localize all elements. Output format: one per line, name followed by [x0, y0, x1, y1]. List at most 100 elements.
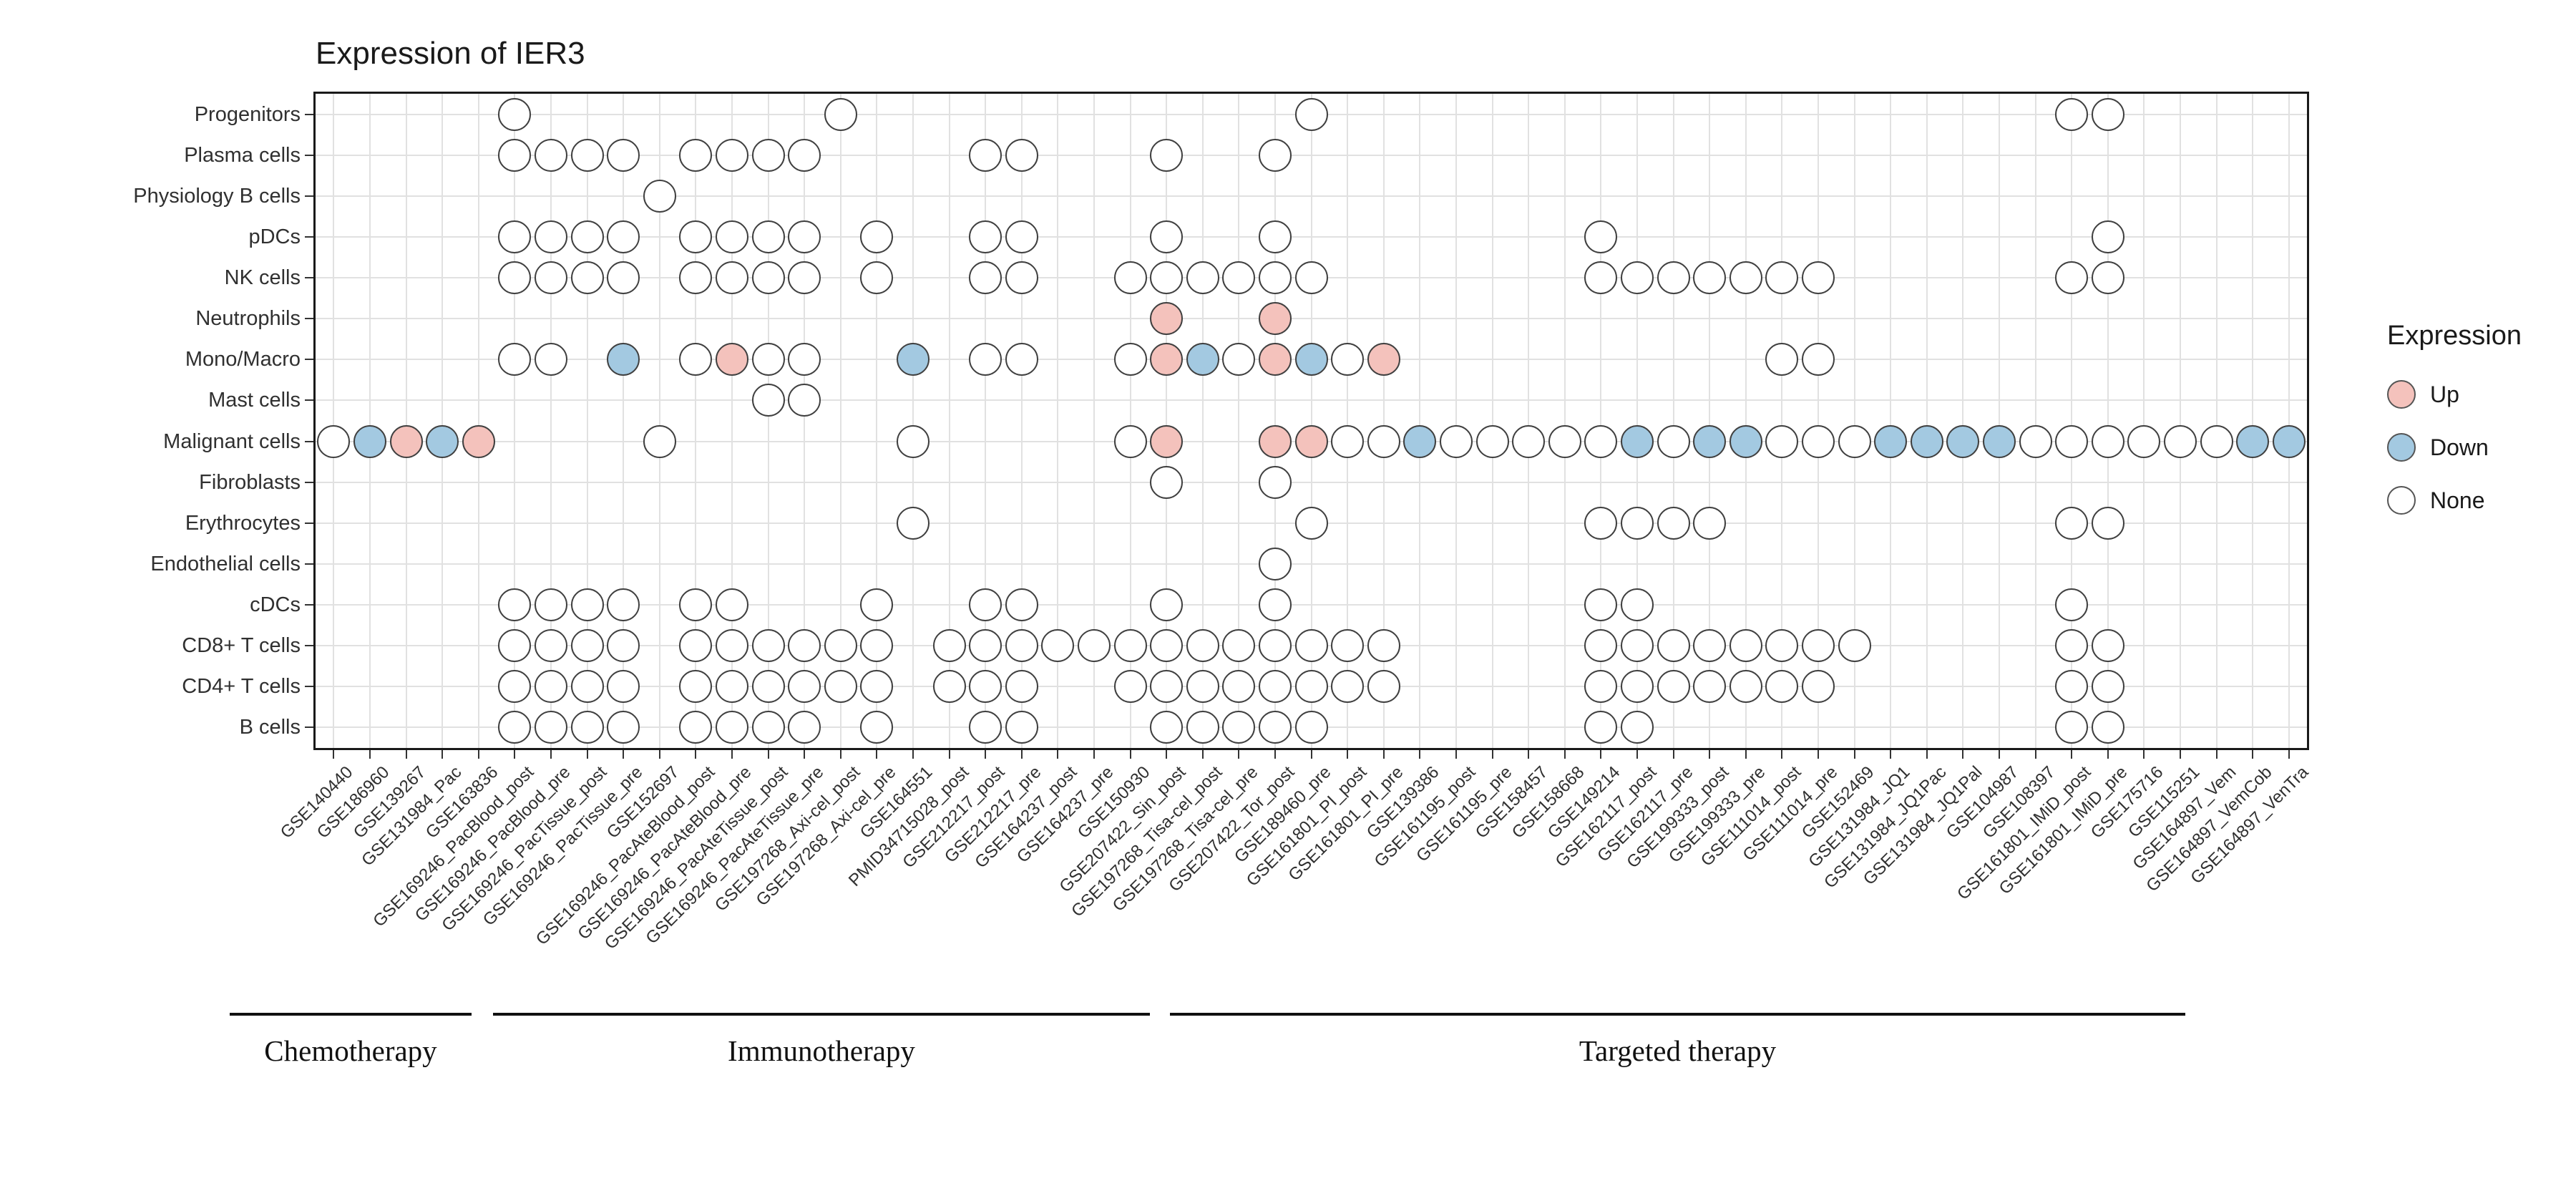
expression-dot: [751, 670, 785, 704]
expression-dot: [788, 629, 821, 663]
legend-item-down: Down: [2387, 433, 2522, 462]
grid-line-vertical: [1419, 94, 1421, 748]
grid-line-vertical: [1853, 94, 1855, 748]
x-axis-tick: [876, 750, 878, 759]
y-axis-tick: [305, 440, 313, 442]
expression-dot: [1838, 629, 1871, 663]
expression-dot: [1946, 424, 1980, 458]
grid-line-vertical: [1274, 94, 1276, 748]
x-axis-tick: [441, 750, 444, 759]
expression-dot: [1113, 424, 1147, 458]
expression-dot: [1258, 424, 1292, 458]
expression-dot: [751, 220, 785, 253]
grid-line-vertical: [839, 94, 841, 748]
expression-dot: [534, 670, 567, 704]
expression-dot: [1657, 629, 1690, 663]
expression-dot: [1584, 424, 1618, 458]
expression-dot: [788, 384, 821, 417]
x-axis-tick: [1745, 750, 1747, 759]
x-axis-tick: [1600, 750, 1602, 759]
expression-dot: [1294, 711, 1328, 744]
x-axis-tick: [405, 750, 407, 759]
expression-dot: [788, 711, 821, 744]
expression-dot: [1584, 506, 1618, 540]
grid-line-vertical: [1745, 94, 1747, 748]
expression-dot: [1874, 424, 1908, 458]
expression-dot: [607, 220, 640, 253]
grid-line-vertical: [1382, 94, 1385, 748]
grid-line-vertical: [623, 94, 625, 748]
expression-dot: [969, 261, 1002, 295]
grid-line-horizontal: [316, 399, 2307, 402]
grid-line-vertical: [804, 94, 806, 748]
expression-dot: [1258, 711, 1292, 744]
expression-dot: [2055, 97, 2089, 131]
grid-line-horizontal: [316, 235, 2307, 238]
expression-dot: [1005, 220, 1038, 253]
expression-dot: [860, 588, 894, 622]
expression-dot: [1113, 261, 1147, 295]
x-axis-tick: [1382, 750, 1385, 759]
y-axis-label: Physiology B cells: [133, 184, 301, 208]
expression-dot: [1113, 343, 1147, 376]
expression-dot: [824, 670, 857, 704]
y-axis-label: Malignant cells: [163, 429, 301, 453]
expression-dot: [2200, 424, 2233, 458]
expression-dot: [1150, 261, 1184, 295]
x-axis-tick: [658, 750, 660, 759]
x-axis-tick: [1709, 750, 1711, 759]
expression-dot: [860, 670, 894, 704]
grid-line-vertical: [1636, 94, 1638, 748]
expression-dot: [1222, 711, 1256, 744]
expression-dot: [715, 343, 748, 376]
expression-dot: [1331, 343, 1365, 376]
expression-dot: [1693, 261, 1727, 295]
x-axis-tick: [985, 750, 987, 759]
x-axis-tick: [2215, 750, 2218, 759]
y-axis-tick: [305, 277, 313, 279]
expression-dot: [498, 629, 532, 663]
expression-dot: [1475, 424, 1509, 458]
expression-dot: [969, 138, 1002, 172]
x-axis-tick: [1817, 750, 1819, 759]
expression-dot: [1150, 220, 1184, 253]
legend-swatch-none-icon: [2387, 486, 2416, 515]
expression-dot: [2091, 220, 2124, 253]
expression-dot: [498, 343, 532, 376]
expression-dot: [1765, 424, 1799, 458]
expression-dot: [498, 670, 532, 704]
legend-item-up: Up: [2387, 380, 2522, 409]
grid-line-vertical: [731, 94, 733, 748]
expression-dot: [534, 220, 567, 253]
x-axis-tick: [1020, 750, 1023, 759]
expression-dot: [2163, 424, 2197, 458]
x-axis-tick: [1093, 750, 1095, 759]
expression-dot: [969, 588, 1002, 622]
expression-dot: [788, 670, 821, 704]
expression-dot: [1222, 343, 1256, 376]
expression-dot: [1150, 302, 1184, 336]
therapy-group-line: [1170, 1013, 2185, 1016]
grid-line-vertical: [2071, 94, 2073, 748]
expression-dot: [1765, 261, 1799, 295]
expression-dot: [498, 261, 532, 295]
x-axis-tick: [1781, 750, 1783, 759]
y-axis-label: Fibroblasts: [199, 470, 301, 494]
y-axis-label: B cells: [239, 716, 301, 739]
expression-dot: [1801, 424, 1835, 458]
legend-label-up: Up: [2430, 381, 2459, 407]
x-axis-tick: [1274, 750, 1276, 759]
expression-dot: [2091, 424, 2124, 458]
grid-line-horizontal: [316, 154, 2307, 156]
expression-dot: [1186, 343, 1219, 376]
x-axis-tick: [1926, 750, 1928, 759]
expression-dot: [1186, 261, 1219, 295]
expression-dot: [788, 261, 821, 295]
expression-dot: [570, 138, 604, 172]
expression-dot: [1005, 629, 1038, 663]
expression-dot: [2091, 97, 2124, 131]
y-axis-tick: [305, 563, 313, 565]
expression-dot: [932, 629, 966, 663]
expression-dot: [1294, 670, 1328, 704]
